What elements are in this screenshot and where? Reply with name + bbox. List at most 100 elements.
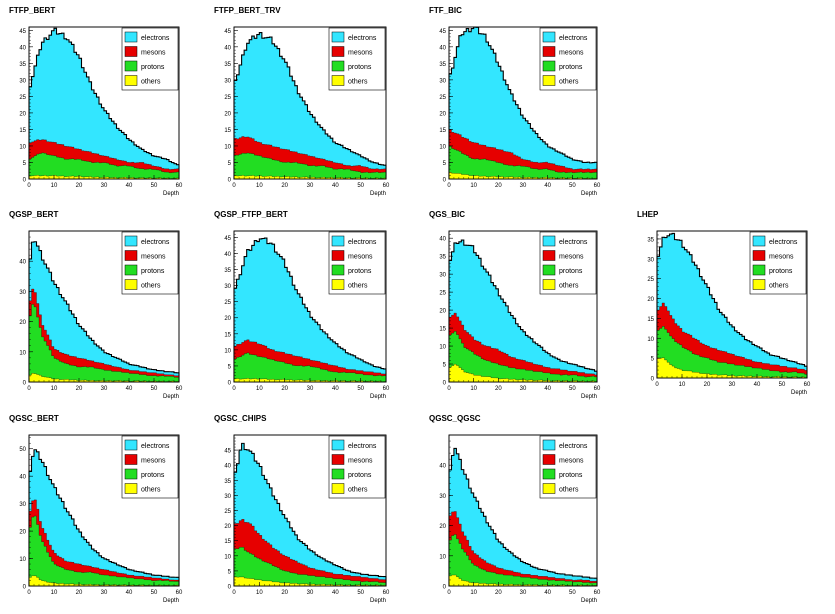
panel-title: QGSC_BERT: [9, 414, 59, 423]
legend-swatch-electrons: [542, 31, 556, 43]
x-tick-label: 40: [126, 183, 133, 189]
x-tick-label: 50: [357, 183, 364, 189]
y-tick-label: 5: [443, 363, 447, 369]
legend-swatch-mesons: [124, 454, 138, 465]
y-tick-label: 20: [439, 309, 446, 315]
series-protons: [233, 352, 387, 383]
y-tick-label: 45: [224, 449, 231, 455]
y-tick-label: 0: [651, 377, 655, 383]
legend-swatch-electrons: [752, 235, 766, 247]
x-tick-label: 40: [332, 590, 339, 596]
legend-label-others: others: [348, 283, 368, 290]
legend-label-mesons: mesons: [141, 254, 166, 261]
y-tick-label: 30: [647, 257, 654, 263]
x-tick-label: 30: [729, 382, 736, 388]
y-tick-label: 40: [439, 464, 446, 470]
panel-ftfp-bert-trv: FTFP_BERT_TRV 0 5 10 15 20 25 30 35 40 45 0 10 20 30 40…: [214, 6, 390, 197]
series-electrons: [28, 449, 180, 587]
series-mesons: [28, 499, 180, 587]
y-tick-label: 25: [224, 95, 231, 101]
x-tick-label: 0: [447, 183, 451, 189]
legend: electrons mesons protons others: [749, 231, 807, 295]
series-mesons: [448, 511, 598, 587]
legend-label-electrons: electrons: [769, 239, 798, 246]
x-axis-title: Depth: [581, 598, 597, 604]
legend-label-electrons: electrons: [348, 443, 377, 450]
y-tick-label: 45: [439, 29, 446, 35]
y-tick-label: 15: [224, 539, 231, 545]
legend-label-electrons: electrons: [141, 443, 170, 450]
x-tick-label: 60: [383, 590, 390, 596]
y-tick-label: 15: [647, 317, 654, 323]
y-tick-label: 5: [651, 357, 655, 363]
x-tick-label: 60: [594, 590, 601, 596]
legend: electrons mesons protons others: [539, 231, 597, 295]
x-axis-title: Depth: [163, 191, 179, 197]
y-tick-label: 35: [224, 62, 231, 68]
y-tick-label: 30: [19, 78, 26, 84]
y-tick-label: 35: [224, 479, 231, 485]
y-tick-label: 0: [228, 585, 232, 591]
y-tick-label: 0: [23, 585, 27, 591]
legend-swatch-others: [331, 279, 345, 290]
legend-swatch-protons: [331, 264, 345, 276]
y-tick-label: 20: [224, 524, 231, 530]
x-tick-label: 0: [655, 382, 659, 388]
legend-swatch-others: [542, 279, 556, 290]
legend-label-others: others: [559, 79, 579, 86]
legend-label-others: others: [141, 283, 161, 290]
y-tick-label: 10: [19, 144, 26, 150]
panel-ftf-bic: FTF_BIC 0 5 10 15 20 25 30 35 40 45 0 10 20 30 40 50 60 De…: [429, 6, 601, 197]
legend-label-mesons: mesons: [348, 50, 373, 57]
y-tick-label: 5: [23, 161, 27, 167]
y-tick-label: 5: [228, 161, 232, 167]
legend-swatch-protons: [542, 468, 556, 480]
y-tick-label: 25: [439, 95, 446, 101]
x-tick-label: 30: [520, 386, 527, 392]
legend-swatch-mesons: [542, 46, 556, 57]
legend-swatch-mesons: [331, 46, 345, 57]
x-tick-label: 40: [544, 590, 551, 596]
y-tick-label: 50: [19, 447, 26, 453]
legend-label-protons: protons: [559, 472, 583, 479]
legend-label-protons: protons: [559, 64, 583, 71]
y-tick-label: 15: [439, 128, 446, 134]
legend-label-protons: protons: [348, 472, 372, 479]
legend-label-others: others: [348, 487, 368, 494]
x-tick-label: 10: [256, 590, 263, 596]
panel-title: QGSC_CHIPS: [214, 414, 267, 423]
series-protons: [233, 546, 387, 587]
y-tick-label: 10: [439, 144, 446, 150]
x-tick-label: 50: [569, 183, 576, 189]
x-axis-title: Depth: [370, 598, 386, 604]
x-tick-label: 0: [27, 590, 31, 596]
y-tick-label: 40: [224, 464, 231, 470]
x-tick-label: 10: [256, 386, 263, 392]
x-axis-title: Depth: [163, 598, 179, 604]
x-tick-label: 20: [495, 386, 502, 392]
y-tick-label: 0: [443, 585, 447, 591]
y-tick-label: 20: [439, 524, 446, 530]
y-tick-label: 30: [439, 273, 446, 279]
x-tick-label: 30: [101, 386, 108, 392]
x-tick-label: 50: [151, 183, 158, 189]
x-tick-label: 30: [101, 183, 108, 189]
x-tick-label: 40: [332, 183, 339, 189]
y-tick-label: 30: [224, 284, 231, 290]
legend-swatch-electrons: [331, 235, 345, 247]
legend-label-protons: protons: [348, 64, 372, 71]
legend-swatch-others: [752, 279, 766, 290]
y-tick-label: 30: [19, 502, 26, 508]
legend-label-mesons: mesons: [559, 458, 584, 465]
x-axis-title: Depth: [791, 390, 807, 396]
x-tick-label: 0: [447, 590, 451, 596]
legend-swatch-others: [331, 483, 345, 494]
panel-title: QGSP_FTFP_BERT: [214, 210, 288, 219]
x-tick-label: 60: [594, 386, 601, 392]
series-protons: [28, 304, 180, 383]
x-tick-label: 0: [447, 386, 451, 392]
y-tick-label: 10: [439, 345, 446, 351]
x-tick-label: 40: [332, 386, 339, 392]
panel-qgsp-ftfp-bert: QGSP_FTFP_BERT 0 5 10 15 20 25 30 35 40 45 0 10 20 30 4…: [214, 210, 390, 400]
legend-swatch-others: [542, 483, 556, 494]
